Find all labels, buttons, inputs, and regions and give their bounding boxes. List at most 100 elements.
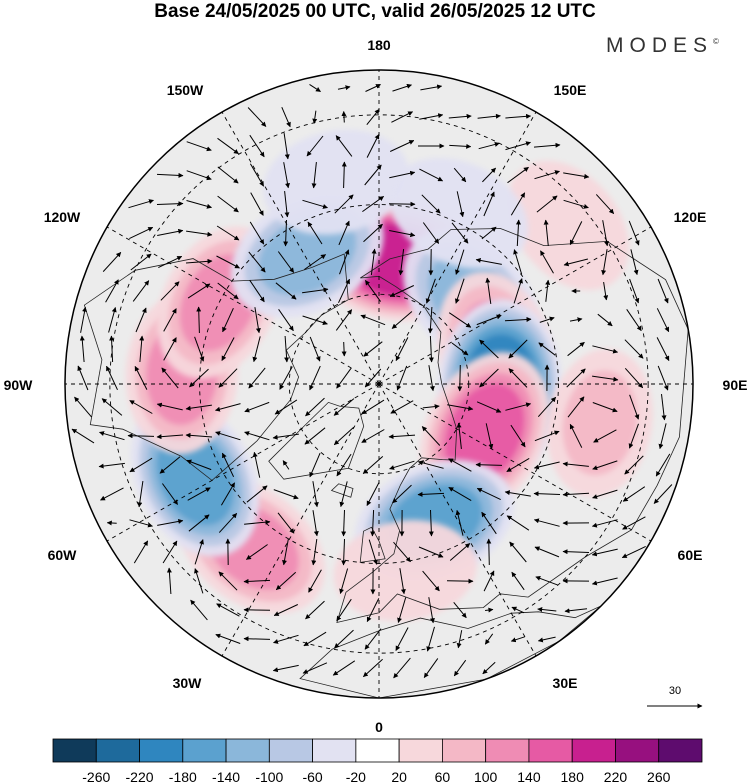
wind-vector — [248, 251, 266, 273]
wind-vector — [656, 308, 670, 333]
wind-vector — [309, 452, 321, 478]
wind-vector — [108, 307, 117, 333]
wind-vector — [506, 515, 530, 531]
wind-vector — [629, 394, 640, 420]
wind-vector — [533, 142, 561, 148]
wind-vector — [505, 402, 532, 411]
wind-vector — [334, 194, 354, 214]
wind-vector — [363, 658, 383, 678]
colorbar-swatch — [95, 738, 140, 763]
wind-vector — [364, 279, 382, 302]
wind-vector — [428, 365, 435, 392]
wind-vector — [656, 337, 670, 362]
wind-vector — [543, 219, 549, 246]
wind-vector — [539, 316, 555, 323]
wind-vector — [221, 337, 235, 361]
wind-vector — [389, 460, 415, 470]
colorbar-tick-label: 140 — [517, 769, 541, 783]
wind-vector — [361, 429, 385, 443]
wind-vector — [306, 135, 324, 157]
wind-vector — [215, 403, 241, 412]
wind-vector — [215, 431, 241, 441]
wind-vector — [130, 253, 152, 271]
wind-vector — [504, 316, 532, 322]
colorbar-tick-label: -220 — [126, 769, 154, 783]
wind-vector — [563, 199, 589, 209]
wind-vector — [389, 140, 415, 152]
anomaly-blob — [333, 520, 477, 622]
wind-vector — [302, 287, 329, 294]
wind-vector — [428, 335, 434, 363]
wind-vector — [545, 279, 551, 302]
wind-vector — [624, 367, 644, 389]
africa-coast — [299, 605, 602, 698]
wind-vector — [360, 314, 386, 326]
wind-vector — [129, 519, 153, 528]
wind-vector — [396, 365, 408, 391]
wind-vector — [482, 167, 496, 183]
wind-vector — [156, 402, 183, 411]
wind-vector — [302, 315, 328, 325]
colorbar-swatch — [182, 738, 227, 763]
lon-label-120e: 120E — [674, 209, 707, 225]
wind-vector — [597, 313, 613, 327]
iceland-coast — [330, 483, 354, 498]
wind-vector — [428, 597, 435, 624]
wind-vector — [657, 278, 669, 304]
reference-vector-label: 30 — [669, 685, 681, 697]
wind-vector — [592, 345, 619, 354]
wind-vector — [655, 453, 671, 477]
wind-vector — [507, 166, 529, 184]
wind-vector — [370, 248, 377, 275]
wind-vector — [281, 107, 291, 128]
wind-vector — [334, 629, 354, 649]
wind-vector — [277, 512, 295, 534]
wind-vector — [220, 482, 236, 506]
wind-vector — [105, 279, 119, 303]
wind-vector — [395, 627, 409, 651]
wind-vector — [162, 540, 178, 564]
wind-vector — [335, 309, 353, 331]
wind-vector — [338, 220, 350, 246]
wind-vector — [535, 576, 559, 586]
anomaly-blob — [389, 157, 529, 269]
wind-vector — [246, 485, 268, 503]
wind-vector — [624, 339, 644, 359]
wind-vector — [341, 341, 347, 357]
wind-vector — [630, 249, 639, 276]
wind-vector — [601, 249, 608, 276]
wind-vector — [511, 606, 525, 614]
wind-vector — [661, 394, 667, 421]
wind-vector — [129, 226, 154, 240]
wind-vector — [447, 404, 474, 411]
wind-vector — [283, 219, 289, 247]
wind-vector — [622, 486, 646, 502]
lon-label-90w: 90W — [4, 377, 34, 393]
wind-vector — [537, 636, 556, 643]
geopotential-anomaly-field — [125, 129, 653, 622]
wind-vector — [157, 228, 184, 236]
wind-vector — [273, 634, 299, 644]
wind-vector — [448, 458, 472, 472]
wind-vector — [312, 510, 319, 537]
wind-vector — [420, 84, 443, 91]
wind-vector — [364, 164, 382, 186]
wind-vector — [161, 367, 179, 389]
wind-vector — [628, 220, 640, 246]
wind-vector — [621, 545, 646, 559]
wind-vector — [536, 195, 558, 213]
wind-vector — [336, 367, 352, 389]
wind-vector — [156, 434, 184, 440]
wind-vector — [186, 459, 212, 471]
wind-vector — [567, 341, 585, 357]
wind-vector — [221, 452, 235, 478]
wind-vector — [388, 434, 416, 440]
colorbar-tick-label: 220 — [604, 769, 628, 783]
colorbar-tick-label: 60 — [435, 769, 451, 783]
wind-vector — [453, 601, 467, 619]
wind-vector — [309, 336, 321, 362]
wind-vector — [217, 282, 239, 300]
wind-vector — [278, 309, 294, 332]
wind-vector — [513, 278, 523, 304]
